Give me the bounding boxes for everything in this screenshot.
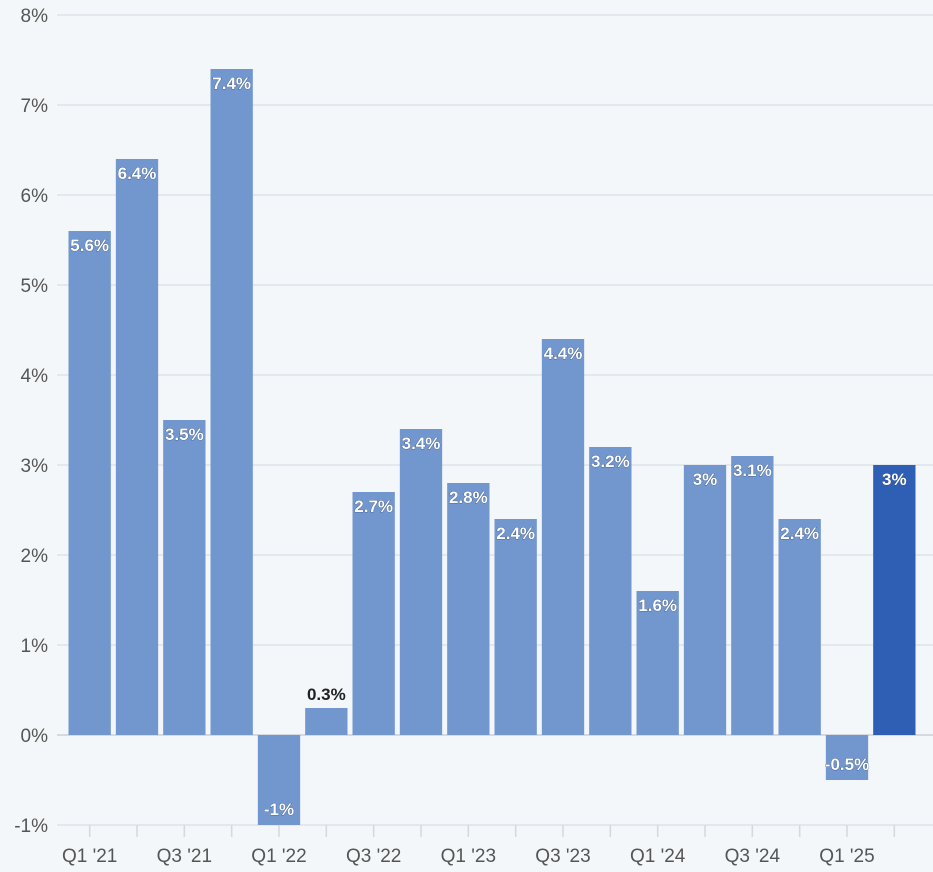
x-tick-label: Q1 '22 — [251, 846, 306, 867]
x-tick-label: Q3 '21 — [157, 846, 212, 867]
bar — [541, 339, 585, 735]
data-label: -1% — [264, 800, 294, 819]
y-axis: -1% 0% 1% 2% 3% 4% 5% 6% 7% 8% — [14, 6, 48, 837]
y-tick-label: -1% — [14, 816, 48, 837]
data-label: 3.1% — [733, 461, 772, 480]
y-tick-label: 4% — [21, 366, 49, 387]
bar — [447, 483, 490, 735]
data-label: 3.2% — [591, 452, 630, 471]
y-tick-label: 8% — [21, 6, 49, 27]
bar — [825, 735, 869, 780]
data-label: 3.4% — [402, 434, 441, 453]
data-label: 0.3% — [307, 685, 346, 704]
data-label: 3.5% — [165, 425, 204, 444]
bar — [305, 708, 348, 735]
bar — [494, 519, 537, 735]
x-tick-label: Q1 '24 — [630, 846, 686, 867]
x-tick-label: Q3 '22 — [346, 846, 401, 867]
y-tick-label: 7% — [21, 96, 49, 117]
bar — [589, 447, 632, 735]
data-label: -0.5% — [825, 755, 869, 774]
data-label: 5.6% — [70, 236, 109, 255]
x-tick-label: Q1 '21 — [62, 846, 117, 867]
data-labels: 5.6% 6.4% 3.5% 7.4% -1% 0.3% 2.7% 3.4% 2.8% 2.4% 4… — [70, 74, 907, 820]
x-tick-label: Q3 '23 — [535, 846, 590, 867]
bars — [68, 69, 916, 825]
y-tick-label: 5% — [21, 276, 49, 297]
bar — [778, 519, 821, 735]
data-label: 6.4% — [118, 164, 157, 183]
y-tick-label: 6% — [21, 186, 49, 207]
bar — [683, 465, 727, 735]
data-label: 3% — [882, 470, 907, 489]
data-label: 1.6% — [638, 596, 677, 615]
bar — [163, 420, 206, 735]
data-label: 7.4% — [212, 74, 251, 93]
bar — [731, 456, 774, 735]
data-label: 2.4% — [780, 524, 819, 543]
data-label: 2.4% — [496, 524, 535, 543]
bar — [210, 69, 253, 735]
x-tick-label: Q3 '24 — [725, 846, 781, 867]
x-tick-label: Q1 '23 — [441, 846, 496, 867]
bar — [257, 735, 301, 825]
data-label: 2.8% — [449, 488, 488, 507]
x-axis: Q1 '21 Q3 '21 Q1 '22 Q3 '22 Q1 '23 Q3 '23 Q1 '… — [62, 825, 896, 867]
bar — [352, 492, 395, 735]
y-tick-label: 0% — [21, 726, 49, 747]
bar — [115, 159, 159, 735]
y-tick-label: 1% — [21, 636, 49, 657]
data-label: 2.7% — [354, 497, 393, 516]
y-tick-label: 2% — [21, 546, 49, 567]
bar — [636, 591, 679, 735]
data-label: 4.4% — [544, 344, 583, 363]
bar — [399, 429, 443, 735]
x-tick-label: Q1 '25 — [819, 846, 874, 867]
y-tick-label: 3% — [21, 456, 49, 477]
data-label: 3% — [693, 470, 718, 489]
bar — [873, 465, 916, 735]
bar — [68, 231, 111, 735]
